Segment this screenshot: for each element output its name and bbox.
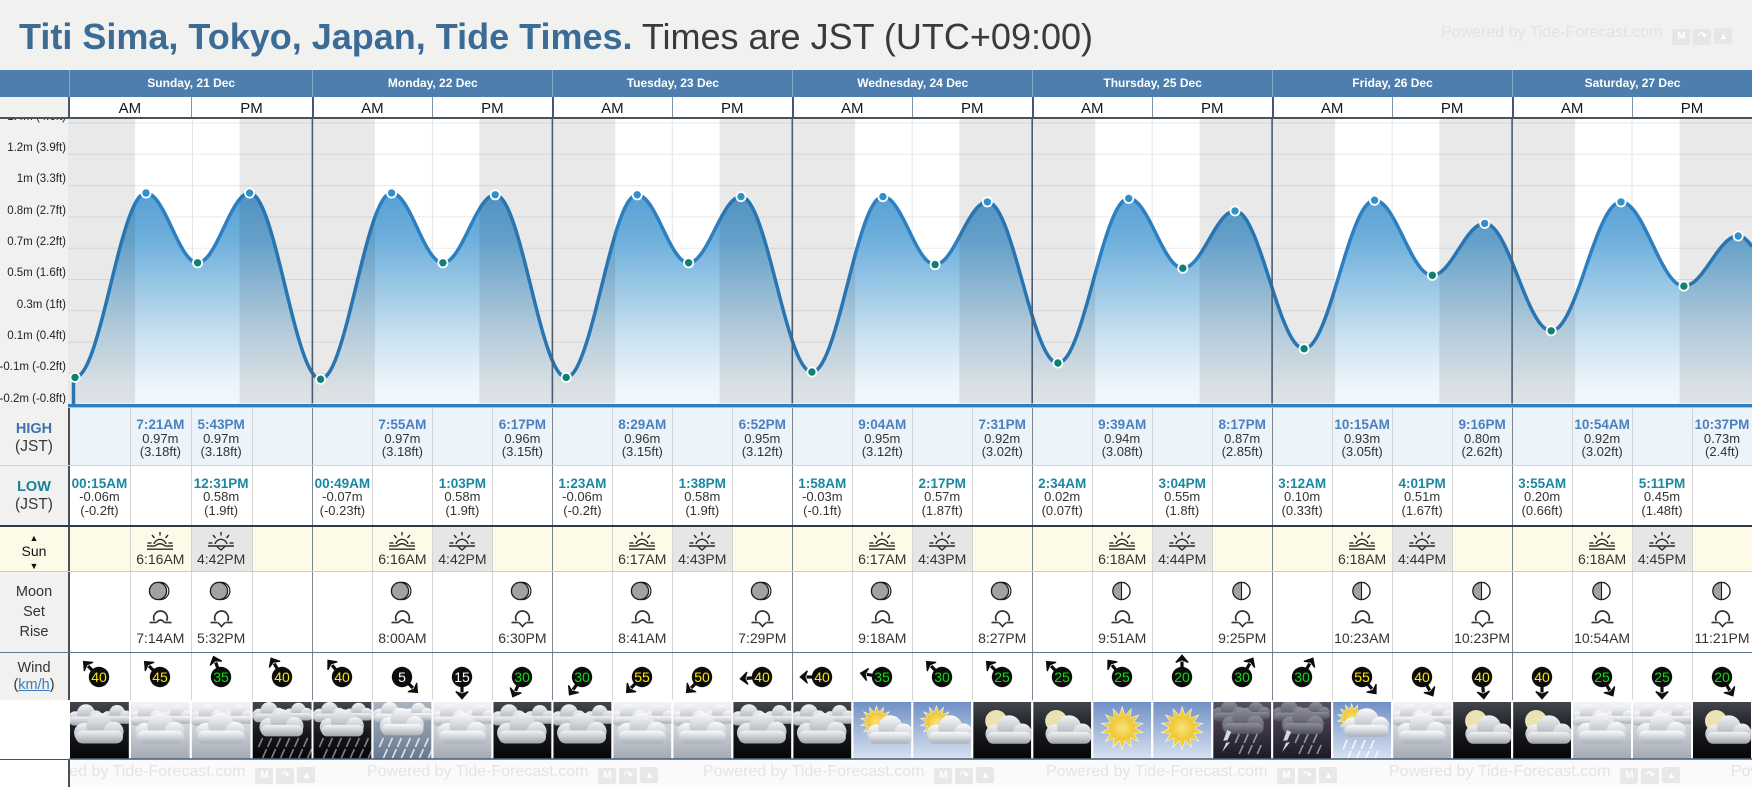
- svg-text:30: 30: [1234, 669, 1250, 685]
- svg-text:20: 20: [1174, 669, 1190, 685]
- svg-text:25: 25: [1054, 669, 1070, 685]
- svg-text:25: 25: [1114, 669, 1130, 685]
- svg-text:30: 30: [934, 669, 950, 685]
- svg-text:25: 25: [994, 669, 1010, 685]
- svg-text:40: 40: [92, 669, 108, 685]
- svg-text:40: 40: [335, 669, 351, 685]
- svg-text:15: 15: [455, 669, 471, 685]
- svg-text:35: 35: [875, 669, 891, 685]
- svg-text:40: 40: [1414, 669, 1430, 685]
- svg-text:40: 40: [1534, 669, 1550, 685]
- svg-text:25: 25: [1594, 669, 1610, 685]
- svg-text:55: 55: [1354, 669, 1370, 685]
- svg-text:20: 20: [1714, 669, 1730, 685]
- svg-text:35: 35: [213, 669, 229, 685]
- svg-text:40: 40: [1474, 669, 1490, 685]
- svg-text:45: 45: [153, 669, 169, 685]
- svg-text:25: 25: [1654, 669, 1670, 685]
- svg-text:30: 30: [1294, 669, 1310, 685]
- svg-text:30: 30: [515, 669, 531, 685]
- svg-text:50: 50: [695, 669, 711, 685]
- svg-text:5: 5: [398, 669, 406, 685]
- svg-text:40: 40: [815, 669, 831, 685]
- svg-text:40: 40: [274, 669, 290, 685]
- svg-text:40: 40: [755, 669, 771, 685]
- svg-text:30: 30: [575, 669, 591, 685]
- svg-text:55: 55: [635, 669, 651, 685]
